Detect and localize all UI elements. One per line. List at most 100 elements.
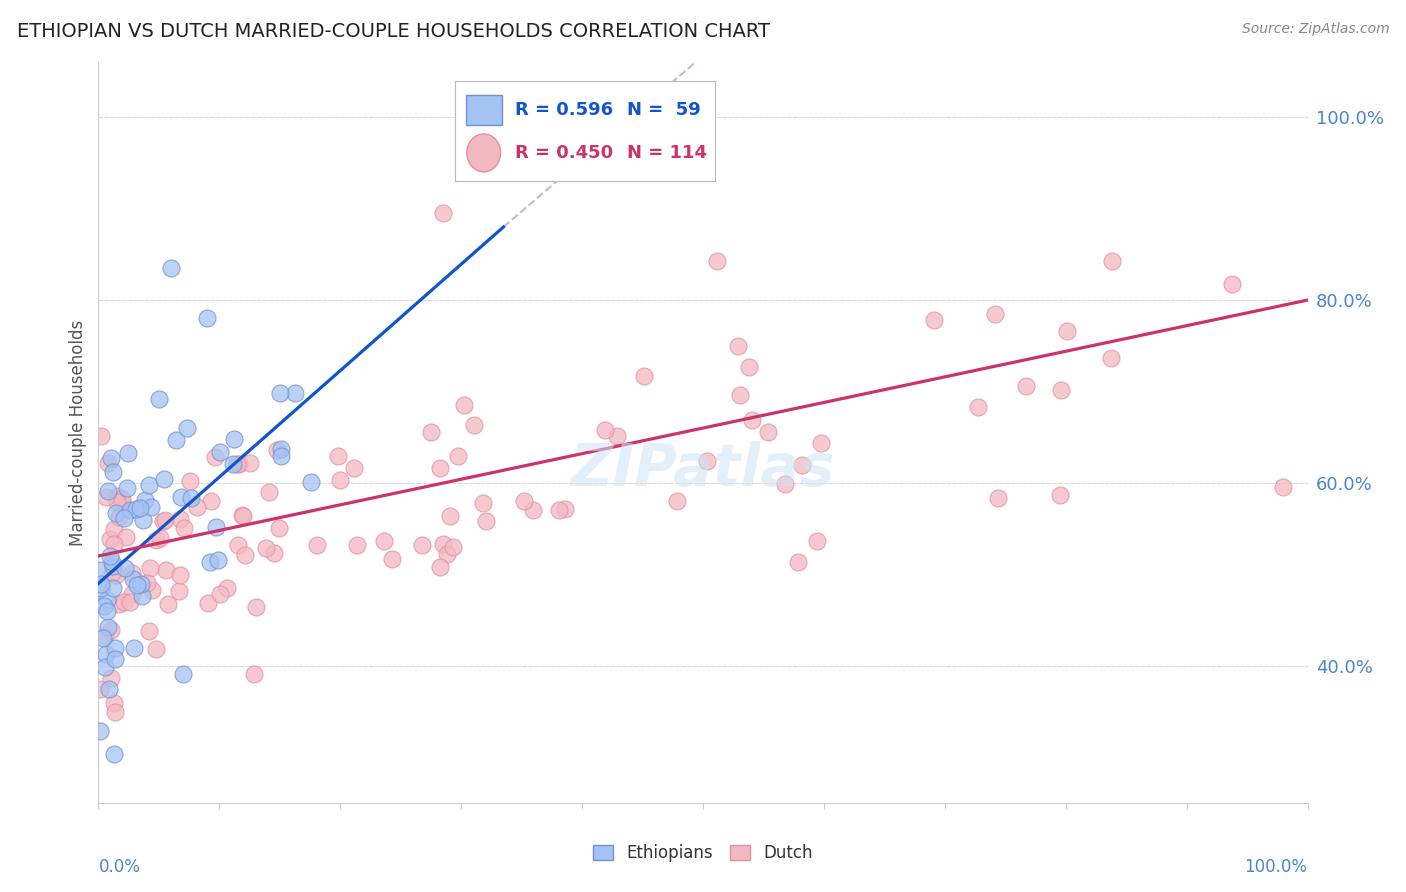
Point <box>132 514 155 528</box>
Point <box>186 500 208 514</box>
Point <box>706 254 728 268</box>
Point <box>156 597 179 611</box>
Point <box>217 581 239 595</box>
Point <box>204 450 226 464</box>
Point <box>118 595 141 609</box>
Point <box>790 458 813 472</box>
Point <box>153 471 176 485</box>
Point <box>429 560 451 574</box>
Point <box>226 538 249 552</box>
Point <box>170 491 193 505</box>
Point <box>94 629 117 643</box>
Point <box>200 494 222 508</box>
Point <box>243 667 266 681</box>
Point <box>441 540 464 554</box>
Point <box>987 491 1010 505</box>
Point <box>101 566 124 580</box>
Point <box>432 206 454 220</box>
Point <box>89 681 111 696</box>
Point <box>207 553 229 567</box>
Point <box>131 589 153 603</box>
Point <box>228 457 250 471</box>
Point <box>173 521 195 535</box>
Point <box>122 640 145 655</box>
Point <box>101 559 124 574</box>
Point <box>90 428 112 442</box>
Point <box>806 533 828 548</box>
Point <box>121 572 143 586</box>
Point <box>103 581 125 595</box>
Point <box>98 533 121 547</box>
Point <box>101 555 124 569</box>
Point <box>522 503 544 517</box>
Point <box>114 561 136 575</box>
Point <box>463 418 485 433</box>
Point <box>269 386 291 401</box>
Point <box>103 747 125 762</box>
Point <box>380 552 402 566</box>
Point <box>983 307 1005 321</box>
Point <box>432 536 454 550</box>
Point <box>429 461 451 475</box>
Point <box>93 599 115 613</box>
Y-axis label: Married-couple Households: Married-couple Households <box>69 319 87 546</box>
Point <box>224 432 246 446</box>
Point <box>329 473 352 487</box>
Point <box>118 502 141 516</box>
Point <box>1099 351 1122 366</box>
Point <box>107 489 129 503</box>
Point <box>411 538 433 552</box>
Point <box>176 420 198 434</box>
Point <box>270 450 292 464</box>
Point <box>471 496 494 510</box>
Point <box>139 500 162 514</box>
Point <box>266 443 288 458</box>
Point <box>149 531 172 545</box>
Point <box>238 456 260 470</box>
Point <box>226 457 249 471</box>
Point <box>1049 487 1071 501</box>
Point <box>131 576 153 591</box>
Point <box>134 493 156 508</box>
Point <box>139 561 162 575</box>
Point <box>257 485 280 500</box>
Point <box>121 566 143 580</box>
Point <box>96 592 118 607</box>
Point <box>231 508 253 523</box>
Point <box>419 425 441 439</box>
Point <box>208 587 231 601</box>
Point <box>145 533 167 547</box>
Point <box>208 445 231 459</box>
Point <box>1101 253 1123 268</box>
Point <box>967 400 990 414</box>
Point <box>90 563 112 577</box>
Point <box>129 501 152 516</box>
Point <box>773 477 796 491</box>
Point <box>112 595 135 609</box>
Point <box>222 457 245 471</box>
Point <box>548 503 571 517</box>
Point <box>125 502 148 516</box>
Point <box>169 567 191 582</box>
Point <box>104 652 127 666</box>
Point <box>105 506 128 520</box>
Point <box>97 681 120 696</box>
Point <box>326 450 349 464</box>
Point <box>439 509 461 524</box>
Point <box>160 261 183 276</box>
Point <box>96 604 118 618</box>
Point <box>436 548 458 562</box>
Point <box>97 620 120 634</box>
Text: 100.0%: 100.0% <box>1244 858 1308 876</box>
Point <box>121 587 143 601</box>
Point <box>233 548 256 562</box>
Text: Source: ZipAtlas.com: Source: ZipAtlas.com <box>1241 22 1389 37</box>
Point <box>810 435 832 450</box>
Point <box>94 647 117 661</box>
Point <box>475 514 498 528</box>
Point <box>554 502 576 516</box>
Point <box>115 531 138 545</box>
Point <box>145 642 167 657</box>
Point <box>138 624 160 638</box>
Point <box>97 483 120 498</box>
